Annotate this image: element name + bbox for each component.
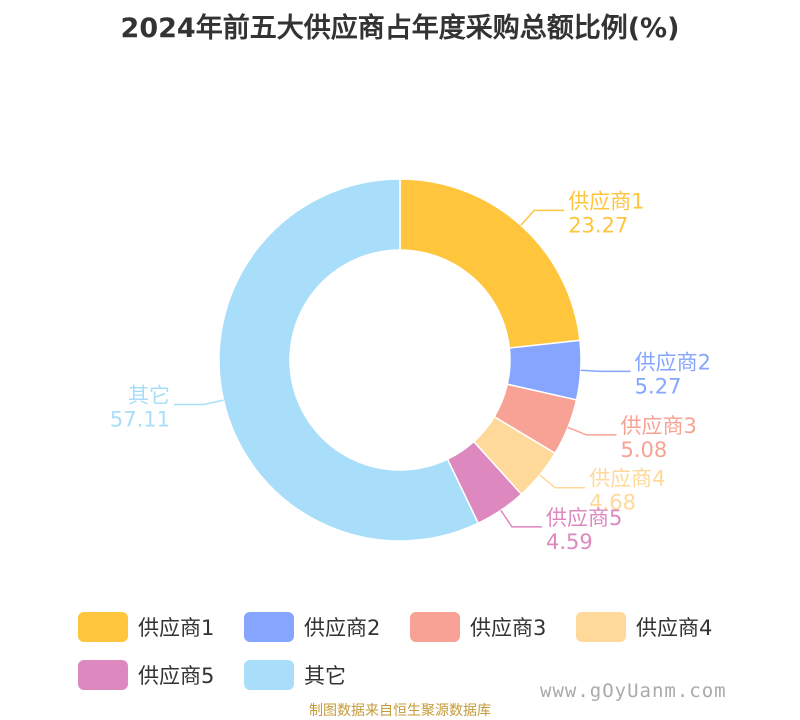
watermark-text: www.gOyUanm.com <box>540 680 727 702</box>
leader-line-supplier-3 <box>567 426 617 436</box>
slice-value-label: 5.08 <box>621 438 668 462</box>
legend-swatch <box>576 612 626 642</box>
legend-swatch <box>78 612 128 642</box>
slice-name-label: 其它 <box>128 384 170 408</box>
legend-label: 供应商4 <box>636 616 713 640</box>
slice-name-label: 供应商2 <box>635 350 711 374</box>
leader-line-supplier-1 <box>520 209 565 226</box>
legend-label: 其它 <box>304 664 346 688</box>
legend-item-other[interactable]: 其它 <box>244 660 346 690</box>
leader-line-supplier-5 <box>500 509 542 528</box>
chart-title: 2024年前五大供应商占年度采购总额比例(%) <box>120 13 680 44</box>
slice-other[interactable] <box>218 178 480 542</box>
slice-name-label: 供应商3 <box>621 414 697 438</box>
legend-label: 供应商3 <box>470 616 547 640</box>
legend-label: 供应商2 <box>304 616 381 640</box>
legend-label: 供应商1 <box>138 616 215 640</box>
legend-swatch <box>244 612 294 642</box>
slice-value-label: 23.27 <box>568 213 628 237</box>
legend-item-supplier-1[interactable]: 供应商1 <box>78 612 214 642</box>
legend-item-supplier-2[interactable]: 供应商2 <box>244 612 380 642</box>
legend-item-supplier-3[interactable]: 供应商3 <box>410 612 546 642</box>
legend-item-supplier-5[interactable]: 供应商5 <box>78 660 214 690</box>
slice-value-label: 4.59 <box>546 530 593 554</box>
slice-value-label: 4.68 <box>589 491 636 515</box>
slice-value-label: 5.27 <box>635 374 682 398</box>
slice-name-label: 供应商5 <box>546 506 622 530</box>
legend-label: 供应商5 <box>138 664 215 688</box>
slice-name-label: 供应商1 <box>568 189 644 213</box>
slice-value-label: 57.11 <box>110 408 170 432</box>
slice-supplier-1[interactable] <box>399 178 581 349</box>
legend-swatch <box>78 660 128 690</box>
legend-swatch <box>244 660 294 690</box>
legend-item-supplier-4[interactable]: 供应商4 <box>576 612 712 642</box>
leader-line-supplier-4 <box>539 474 586 489</box>
leader-line-supplier-2 <box>580 369 631 373</box>
slice-name-label: 供应商4 <box>589 467 665 491</box>
legend-swatch <box>410 612 460 642</box>
source-note: 制图数据来自恒生聚源数据库 <box>309 703 491 719</box>
leader-line-other <box>173 399 224 406</box>
